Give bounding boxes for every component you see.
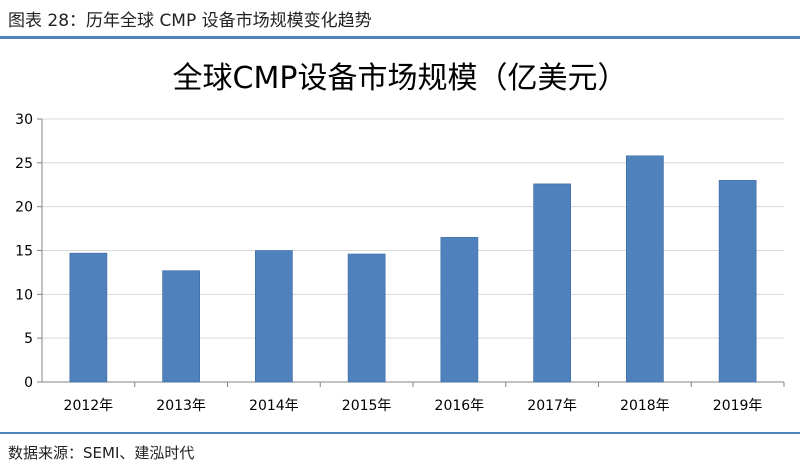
x-tick-labels: 2012年 2013年 2014年 2015年 2016年 2017年 2018年 2019年 (64, 398, 763, 414)
x-tick-label: 2015年 (342, 398, 392, 414)
figure-header: 图表 28：历年全球 CMP 设备市场规模变化趋势 (0, 0, 800, 34)
footer-rule (0, 432, 800, 434)
bar (718, 180, 757, 383)
bar (162, 270, 200, 383)
bar (69, 252, 108, 383)
x-tick-label: 2017年 (527, 398, 577, 414)
figure-caption: 图表 28：历年全球 CMP 设备市场规模变化趋势 (8, 11, 372, 31)
y-tick-label: 25 (15, 156, 33, 172)
source-note: 数据来源：SEMI、建泓时代 (8, 444, 195, 462)
x-tick-label: 2018年 (620, 398, 670, 414)
bar (440, 237, 479, 383)
y-tick-labels: 0 5 10 15 20 25 30 (15, 112, 33, 391)
x-tick-label: 2012年 (64, 398, 114, 414)
y-tick-label: 30 (15, 112, 33, 128)
header-rule (0, 36, 800, 39)
bar-chart: 全球CMP设备市场规模（亿美元） 0 5 10 15 20 25 30 2012年 2013年… (15, 61, 785, 414)
bar (255, 250, 293, 383)
axes (37, 118, 785, 387)
chart-container: 全球CMP设备市场规模（亿美元） 0 5 10 15 20 25 30 2012年 2013年… (0, 44, 800, 430)
x-tick-label: 2016年 (435, 398, 485, 414)
y-tick-label: 15 (15, 244, 33, 260)
x-tick-label: 2013年 (156, 398, 206, 414)
bar (533, 183, 571, 383)
y-tick-label: 5 (24, 331, 33, 347)
y-tick-label: 20 (15, 200, 33, 216)
x-tick-label: 2014年 (249, 398, 299, 414)
gridlines (42, 118, 784, 339)
y-tick-label: 10 (15, 287, 33, 303)
x-tick-label: 2019年 (713, 398, 763, 414)
chart-title: 全球CMP设备市场规模（亿美元） (173, 61, 628, 96)
bar (347, 253, 386, 383)
y-tick-label: 0 (24, 375, 33, 391)
bars (69, 155, 757, 383)
bar (626, 155, 664, 383)
